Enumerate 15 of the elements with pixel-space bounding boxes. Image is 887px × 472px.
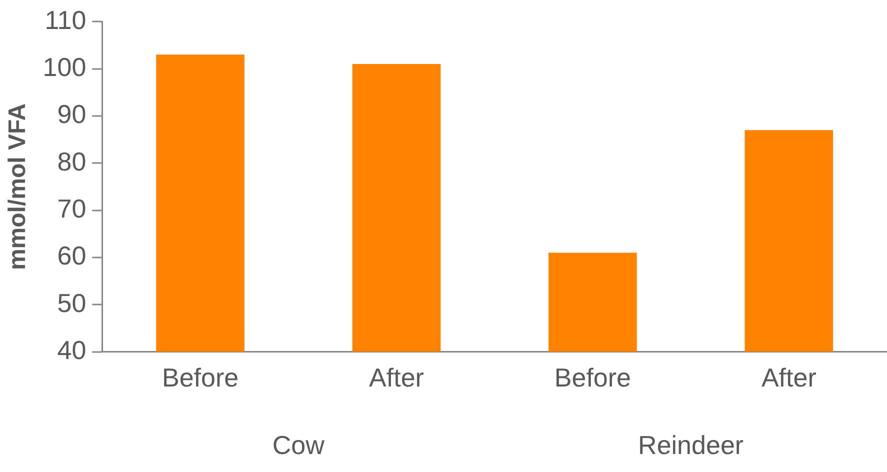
y-tick-label: 80: [57, 146, 86, 176]
x-tick-label: Before: [162, 362, 239, 393]
x-tick-label: After: [761, 362, 817, 393]
y-tick-label: 40: [57, 334, 86, 365]
y-tick-label: 100: [42, 52, 86, 82]
y-tick-label: 50: [57, 288, 86, 318]
text: Reindeer: [638, 430, 744, 460]
y-tick-label: 60: [57, 240, 86, 271]
x-tick-label: After: [369, 362, 424, 393]
text: Cow: [272, 430, 325, 460]
y-tick-label: 70: [57, 193, 86, 224]
y-axis-title: mmol/mol VFA: [4, 103, 32, 270]
y-tick-label: 110: [44, 4, 86, 35]
x-tick-label: Before: [554, 362, 631, 393]
y-tick-label: 90: [57, 99, 86, 130]
